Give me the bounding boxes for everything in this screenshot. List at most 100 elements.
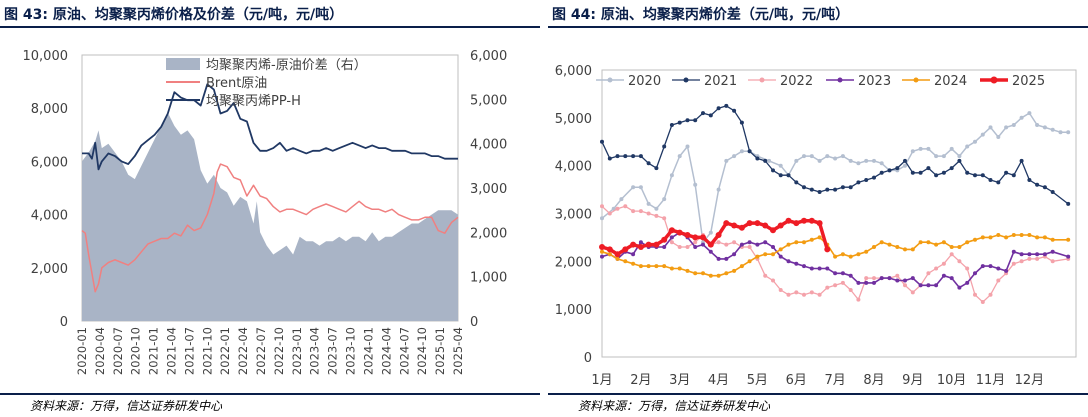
series-point-2021 (996, 180, 1001, 185)
series-point-2021 (623, 154, 628, 159)
series-point-2020 (910, 149, 915, 154)
series-point-2025 (808, 217, 815, 224)
series-point-2022 (840, 280, 845, 285)
series-point-2022 (638, 209, 643, 214)
chart-panel-left: 图 43: 原油、均聚聚丙烯价格及价差（元/吨，元/吨） 0 2,000 4,000… (0, 0, 540, 417)
series-point-2022 (693, 240, 698, 245)
series-point-2023 (809, 266, 814, 271)
series-point-2024 (856, 252, 861, 257)
series-point-2023 (631, 252, 636, 257)
series-point-2021 (856, 180, 861, 185)
series-point-2022 (724, 242, 729, 247)
series-point-2023 (988, 264, 993, 269)
series-point-2021 (879, 170, 884, 175)
series-point-2022 (763, 273, 768, 278)
series-point-2023 (763, 240, 768, 245)
x-tick-label: 2024-10 (415, 327, 429, 375)
series-point-2021 (934, 173, 939, 178)
series-point-2024 (840, 252, 845, 257)
chart-title-text: 原油、均聚聚丙烯价差（元/吨，元/吨） (600, 7, 850, 23)
series-point-2021 (732, 108, 737, 113)
series-point-2024 (941, 240, 946, 245)
series-point-2022 (817, 292, 822, 297)
series-point-2025 (692, 234, 699, 241)
series-point-2024 (778, 247, 783, 252)
y-right-tick-label: 1,000 (470, 271, 507, 286)
series-point-2023 (693, 245, 698, 249)
series-point-2024 (739, 264, 744, 269)
series-point-2020 (949, 146, 954, 151)
chart-panel-right: 图 44: 原油、均聚聚丙烯价差（元/吨，元/吨） 0 1,000 2,000 3,0… (548, 0, 1088, 417)
series-point-2023 (1027, 252, 1032, 257)
series-point-2021 (965, 170, 970, 175)
series-point-2020 (638, 185, 643, 190)
series-point-2021 (685, 118, 690, 123)
series-point-2020 (957, 154, 962, 159)
series-point-2024 (988, 235, 993, 240)
series-line-brent (81, 163, 459, 293)
series-point-2023 (794, 261, 799, 266)
series-point-2021 (910, 170, 915, 175)
legend-marker-2023 (837, 77, 843, 83)
series-point-2024 (607, 252, 612, 257)
chart-title-label: 图 44: (552, 7, 596, 23)
series-point-2024 (786, 242, 791, 247)
series-point-2023 (887, 276, 892, 281)
y-left-tick-label: 6,000 (31, 155, 68, 170)
series-point-2024 (763, 252, 768, 257)
legend-marker-2021 (683, 77, 689, 83)
series-point-2022 (623, 204, 628, 209)
series-point-2025 (707, 241, 714, 248)
series-point-2021 (794, 180, 799, 185)
series-point-2020 (934, 154, 939, 159)
x-tick-label: 2020-01 (75, 327, 89, 375)
series-point-2022 (1035, 256, 1040, 261)
series-point-2025 (754, 220, 761, 227)
series-point-2020 (918, 146, 923, 151)
series-point-2020 (1027, 111, 1032, 116)
series-point-2025 (622, 246, 629, 253)
series-point-2023 (833, 271, 838, 276)
series-point-2024 (910, 247, 915, 252)
series-point-2022 (786, 292, 791, 297)
series-point-2022 (980, 300, 985, 304)
series-point-2024 (693, 271, 698, 276)
series-point-2022 (825, 285, 830, 290)
series-point-2020 (926, 146, 931, 151)
series-point-2021 (988, 178, 993, 182)
plot-frame (601, 69, 1077, 358)
series-point-2023 (638, 240, 643, 245)
series-point-2020 (872, 158, 876, 163)
series-point-2025 (661, 236, 668, 243)
series-point-2021 (662, 144, 667, 149)
series-point-2020 (669, 173, 674, 178)
series-point-2024 (996, 233, 1001, 237)
series-point-2024 (732, 268, 737, 273)
series-point-2021 (833, 187, 838, 192)
series-point-2021 (701, 111, 705, 116)
series-point-2021 (840, 185, 845, 190)
series-point-2021 (817, 190, 822, 194)
series-point-2021 (980, 173, 985, 178)
legend-label-spread: 均聚聚丙烯-原油价差（右） (206, 58, 367, 73)
series-point-2024 (1019, 233, 1024, 237)
series-point-2025 (676, 229, 683, 236)
series-point-2020 (988, 125, 993, 130)
series-point-2021 (677, 120, 682, 125)
series-point-2023 (669, 235, 674, 240)
series-point-2022 (747, 245, 752, 249)
series-point-2020 (980, 132, 985, 137)
x-tick-label: 4月 (708, 373, 729, 388)
series-point-2020 (1011, 123, 1016, 127)
series-point-2024 (623, 259, 628, 264)
series-point-2023 (980, 264, 985, 269)
series-point-2021 (747, 149, 752, 154)
series-point-2022 (895, 273, 900, 278)
series-point-2020 (662, 197, 667, 202)
legend-label-2024: 2024 (934, 74, 967, 89)
series-point-2023 (724, 256, 729, 261)
source-note: 资料来源：万得，信达证券研发中心 (578, 399, 771, 413)
series-point-2023 (716, 256, 721, 261)
series-point-2024 (848, 254, 853, 259)
legend-label-2021: 2021 (704, 74, 737, 89)
